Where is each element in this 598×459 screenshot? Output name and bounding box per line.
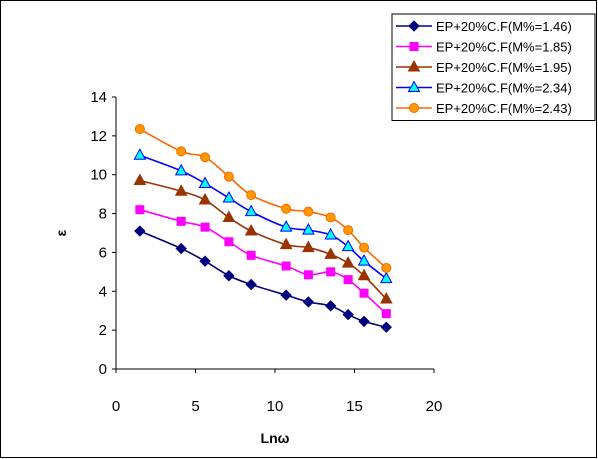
legend-item: EP+20%C.F(M%=1.95) xyxy=(396,59,572,75)
x-tick-label: 10 xyxy=(267,398,284,415)
data-point xyxy=(222,210,236,222)
data-point xyxy=(223,171,234,182)
series-4 xyxy=(133,148,393,284)
legend-marker xyxy=(408,20,420,32)
data-point xyxy=(176,146,187,157)
data-point xyxy=(198,192,212,205)
y-tick-label: 12 xyxy=(90,128,107,145)
legend-marker xyxy=(409,42,419,51)
y-tick-label: 6 xyxy=(99,244,107,261)
data-point xyxy=(324,300,337,312)
data-point xyxy=(175,242,187,255)
data-point xyxy=(302,296,315,308)
data-point xyxy=(302,223,315,235)
legend-label: EP+20%C.F(M%=2.43) xyxy=(436,101,572,116)
data-point xyxy=(379,292,393,304)
data-point xyxy=(176,216,186,226)
y-tick-label: 4 xyxy=(99,283,107,300)
legend-item: EP+20%C.F(M%=2.43) xyxy=(396,101,572,116)
data-point xyxy=(224,237,234,247)
data-point xyxy=(342,308,354,321)
y-tick-label: 14 xyxy=(90,89,107,106)
legend-marker xyxy=(407,80,421,92)
data-point xyxy=(223,270,235,282)
data-point xyxy=(246,190,257,201)
data-point xyxy=(134,225,146,237)
legend-label: EP+20%C.F(M%=2.34) xyxy=(436,81,572,96)
data-point xyxy=(303,206,314,217)
data-point xyxy=(302,240,315,253)
series-5 xyxy=(134,124,392,273)
data-point xyxy=(245,278,257,291)
legend-item: EP+20%C.F(M%=1.46) xyxy=(396,19,572,34)
x-tick-label: 15 xyxy=(346,398,363,415)
y-tick-label: 2 xyxy=(99,322,107,339)
y-tick-label: 10 xyxy=(90,167,107,184)
data-point xyxy=(134,124,145,135)
y-tick-label: 0 xyxy=(99,361,107,378)
data-point xyxy=(325,212,336,223)
legend-marker xyxy=(407,59,421,72)
x-tick-label: 20 xyxy=(426,398,443,415)
data-point xyxy=(199,255,211,267)
data-point xyxy=(174,163,188,176)
data-point xyxy=(135,205,145,215)
data-point xyxy=(341,239,355,252)
legend: EP+20%C.F(M%=1.46) EP+20%C.F(M%=1.85) EP+2… xyxy=(391,13,596,121)
data-point xyxy=(222,190,236,203)
data-point xyxy=(198,176,212,188)
data-point xyxy=(381,309,391,319)
y-axis-title: ε xyxy=(53,229,69,236)
legend-marker xyxy=(409,103,419,113)
data-point xyxy=(357,268,371,281)
x-tick-label: 5 xyxy=(191,398,199,415)
data-point xyxy=(381,262,392,273)
data-point xyxy=(343,225,354,236)
x-tick-label: 0 xyxy=(112,398,120,415)
x-axis-title: Lnω xyxy=(261,430,290,446)
y-tick-label: 8 xyxy=(99,206,107,223)
data-point xyxy=(133,173,147,186)
data-point xyxy=(303,270,313,280)
data-point xyxy=(174,184,188,196)
data-point xyxy=(280,289,292,301)
legend-label: EP+20%C.F(M%=1.95) xyxy=(436,60,572,75)
data-point xyxy=(359,288,369,298)
data-point xyxy=(324,247,337,259)
data-point xyxy=(133,148,147,160)
data-point xyxy=(343,275,353,285)
data-point xyxy=(326,267,336,277)
data-point xyxy=(379,271,393,284)
series-1 xyxy=(134,225,393,333)
data-point xyxy=(324,227,337,240)
data-point xyxy=(359,242,370,253)
data-point xyxy=(200,222,210,232)
legend-label: EP+20%C.F(M%=1.85) xyxy=(436,40,572,55)
data-point xyxy=(380,321,393,333)
data-point xyxy=(200,152,211,163)
series-2 xyxy=(135,205,391,319)
data-point xyxy=(281,261,291,271)
series-layer xyxy=(133,124,393,333)
data-point xyxy=(279,220,293,232)
data-point xyxy=(244,204,258,217)
data-point xyxy=(357,254,371,266)
legend-label: EP+20%C.F(M%=1.46) xyxy=(436,19,572,34)
data-point xyxy=(246,250,256,260)
series-3 xyxy=(133,173,393,304)
data-point xyxy=(358,315,370,328)
data-point xyxy=(341,256,355,268)
legend-item: EP+20%C.F(M%=2.34) xyxy=(396,80,572,96)
data-point xyxy=(281,203,292,214)
legend-item: EP+20%C.F(M%=1.85) xyxy=(396,40,572,55)
data-point xyxy=(244,224,258,236)
data-point xyxy=(279,237,293,250)
axes: 0 2 4 6 8 10 12 14 0 5 10 15 20 xyxy=(90,89,442,415)
